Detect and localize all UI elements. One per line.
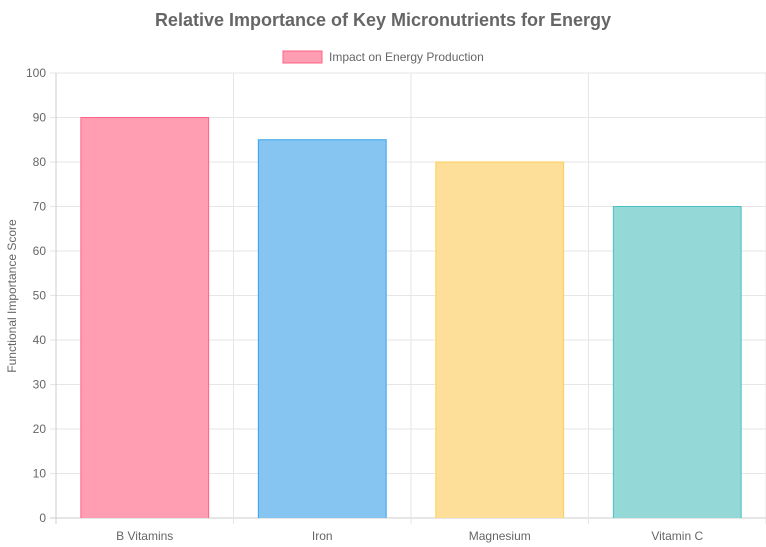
bar-border bbox=[612, 206, 742, 518]
x-tick-label: Magnesium bbox=[469, 529, 531, 543]
y-axis-title: Functional Importance Score bbox=[5, 219, 19, 373]
y-tick-label: 20 bbox=[33, 422, 47, 436]
y-tick-label: 10 bbox=[33, 467, 47, 481]
bar-iron[interactable] bbox=[257, 139, 387, 518]
bar-magnesium[interactable] bbox=[435, 161, 565, 518]
bar-b-vitamins[interactable] bbox=[80, 117, 210, 519]
legend[interactable]: Impact on Energy Production bbox=[282, 50, 484, 64]
y-tick-label: 60 bbox=[33, 244, 47, 258]
y-tick-label: 100 bbox=[26, 66, 46, 80]
bar-fill bbox=[258, 139, 387, 518]
y-tick-label: 70 bbox=[33, 200, 47, 214]
bar-fill bbox=[613, 206, 742, 518]
bar-border bbox=[80, 117, 210, 518]
bar-border bbox=[257, 139, 387, 518]
x-tick-label: B Vitamins bbox=[116, 529, 173, 543]
y-axis-ticks: 0 10 20 30 40 50 60 70 80 90 100 bbox=[26, 66, 46, 525]
y-tick-label: 80 bbox=[33, 155, 47, 169]
bar-fill bbox=[80, 117, 209, 518]
y-tick-label: 0 bbox=[39, 511, 46, 525]
bar-border bbox=[435, 161, 565, 518]
bars bbox=[80, 117, 742, 519]
bar-fill bbox=[435, 162, 564, 518]
chart-title: Relative Importance of Key Micronutrient… bbox=[155, 10, 611, 30]
y-tick-label: 50 bbox=[33, 289, 47, 303]
x-tick-label: Vitamin C bbox=[651, 529, 703, 543]
y-tick-label: 90 bbox=[33, 111, 47, 125]
x-tick-label: Iron bbox=[312, 529, 333, 543]
legend-label: Impact on Energy Production bbox=[329, 50, 484, 64]
y-tick-label: 30 bbox=[33, 378, 47, 392]
y-tick-label: 40 bbox=[33, 333, 47, 347]
x-axis-ticks: B Vitamins Iron Magnesium Vitamin C bbox=[116, 529, 703, 543]
bar-vitamin-c[interactable] bbox=[612, 206, 742, 519]
legend-swatch bbox=[282, 50, 323, 64]
